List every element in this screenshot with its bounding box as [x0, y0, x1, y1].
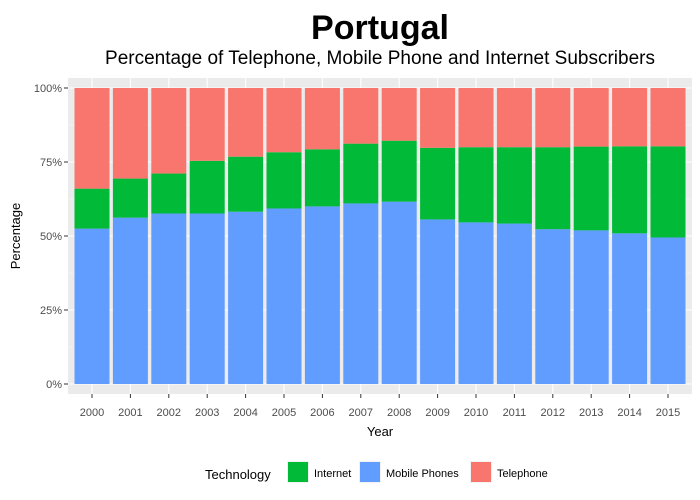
legend-label-mobile-phones: Mobile Phones: [386, 468, 459, 480]
bar-segment-mobile-phones: [573, 230, 609, 384]
bar-segment-internet: [112, 178, 148, 218]
x-axis-ticks: 2000 2001 2002 2003 2004 2005 2006 2007 2008 2009…: [80, 394, 680, 419]
y-axis-title: Percentage: [8, 203, 23, 270]
bar-segment-mobile-phones: [74, 228, 110, 384]
bar-segment-telephone: [381, 88, 417, 141]
x-tick-label: 2002: [157, 407, 181, 419]
chart-title: Portugal: [311, 9, 449, 47]
bar-segment-telephone: [74, 88, 110, 189]
bar-segment-internet: [266, 152, 302, 209]
legend-label-telephone: Telephone: [497, 468, 548, 480]
y-tick-label: 100%: [34, 83, 62, 95]
bar-segment-mobile-phones: [535, 229, 571, 384]
bar-segment-internet: [343, 143, 379, 204]
legend-key-mobile-phones: [360, 462, 380, 482]
x-tick-label: 2005: [272, 407, 296, 419]
legend-key-telephone: [471, 462, 491, 482]
bar-segment-mobile-phones: [151, 213, 187, 384]
bar-segment-telephone: [420, 88, 456, 148]
bar-segment-internet: [420, 147, 456, 220]
bar-segment-mobile-phones: [228, 211, 264, 384]
bar-segment-internet: [304, 149, 340, 207]
y-tick-label: 50%: [40, 231, 62, 243]
x-tick-label: 2001: [118, 407, 142, 419]
bar-segment-internet: [151, 173, 187, 214]
x-tick-label: 2007: [349, 407, 373, 419]
bar-segment-internet: [496, 147, 532, 224]
bar-segment-mobile-phones: [189, 213, 225, 384]
x-tick-label: 2009: [425, 407, 449, 419]
bar-segment-telephone: [496, 88, 532, 148]
bar-segment-telephone: [650, 88, 686, 147]
bar-segment-internet: [535, 147, 571, 230]
x-tick-label: 2012: [541, 407, 565, 419]
bar-segment-internet: [74, 188, 110, 229]
x-tick-label: 2010: [464, 407, 488, 419]
x-axis-title: Year: [367, 424, 394, 439]
bar-segment-internet: [381, 140, 417, 202]
bar-segment-mobile-phones: [650, 237, 686, 384]
legend: Technology Internet Mobile Phones Telephon…: [205, 461, 548, 483]
legend-label-internet: Internet: [314, 468, 351, 480]
bar-segment-telephone: [573, 88, 609, 147]
bar-segment-mobile-phones: [458, 222, 494, 384]
bars-group: [74, 88, 686, 384]
bar-segment-mobile-phones: [420, 219, 456, 384]
bar-segment-internet: [189, 160, 225, 214]
x-tick-label: 2003: [195, 407, 219, 419]
x-tick-label: 2011: [503, 407, 527, 419]
bar-segment-internet: [573, 146, 609, 231]
bar-segment-telephone: [266, 88, 302, 153]
bar-segment-internet: [458, 147, 494, 223]
bar-segment-internet: [612, 146, 648, 234]
y-tick-label: 0%: [46, 379, 62, 391]
x-tick-label: 2008: [387, 407, 411, 419]
y-axis-ticks: 0% 25% 50% 75% 100%: [34, 83, 68, 391]
bar-segment-mobile-phones: [381, 201, 417, 384]
bar-segment-telephone: [112, 88, 148, 179]
legend-title: Technology: [205, 467, 271, 482]
bar-segment-telephone: [304, 88, 340, 150]
bar-segment-telephone: [151, 88, 187, 174]
x-tick-label: 2014: [617, 407, 641, 419]
x-tick-label: 2000: [80, 407, 104, 419]
bar-segment-telephone: [458, 88, 494, 148]
bar-segment-mobile-phones: [304, 206, 340, 384]
bar-segment-mobile-phones: [343, 203, 379, 384]
chart-subtitle: Percentage of Telephone, Mobile Phone an…: [105, 48, 655, 69]
x-tick-label: 2013: [579, 407, 603, 419]
bar-segment-internet: [228, 156, 264, 212]
bar-segment-mobile-phones: [612, 233, 648, 384]
bar-segment-telephone: [612, 88, 648, 147]
x-tick-label: 2006: [310, 407, 334, 419]
bar-segment-telephone: [535, 88, 571, 148]
x-tick-label: 2004: [233, 407, 257, 419]
bar-segment-telephone: [343, 88, 379, 144]
bar-segment-mobile-phones: [266, 208, 302, 384]
bar-segment-internet: [650, 146, 686, 238]
y-tick-label: 25%: [40, 305, 62, 317]
bar-segment-mobile-phones: [496, 223, 532, 384]
y-tick-label: 75%: [40, 157, 62, 169]
x-tick-label: 2015: [656, 407, 680, 419]
legend-key-internet: [288, 462, 308, 482]
bar-segment-telephone: [228, 88, 264, 157]
bar-segment-mobile-phones: [112, 217, 148, 384]
bar-segment-telephone: [189, 88, 225, 161]
